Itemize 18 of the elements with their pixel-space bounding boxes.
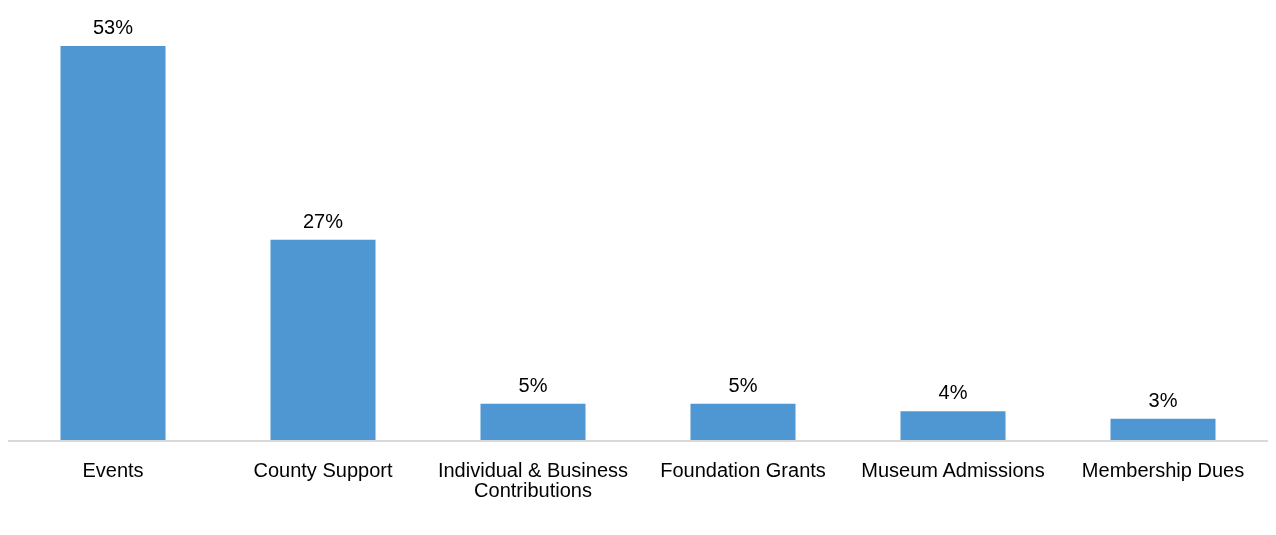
bar xyxy=(60,46,166,441)
bar xyxy=(270,239,376,441)
x-tick-label: Membership Dues xyxy=(1081,459,1245,482)
data-label: 5% xyxy=(728,373,758,396)
data-label: 27% xyxy=(302,209,344,232)
data-label: 53% xyxy=(92,16,134,38)
data-label: 5% xyxy=(518,373,548,396)
x-tick-label: County Support xyxy=(253,459,393,482)
bar xyxy=(900,411,1006,441)
data-label: 3% xyxy=(1148,388,1178,411)
x-tick-label: Museum Admissions xyxy=(861,459,1045,482)
bar xyxy=(1110,418,1216,441)
data-label: 4% xyxy=(938,381,968,404)
bar xyxy=(480,403,586,441)
x-tick-label: Foundation Grants xyxy=(660,459,826,482)
x-tick-label: Events xyxy=(82,459,144,482)
x-tick-label: Individual & Business Contributions xyxy=(437,459,629,502)
bar xyxy=(690,403,796,441)
